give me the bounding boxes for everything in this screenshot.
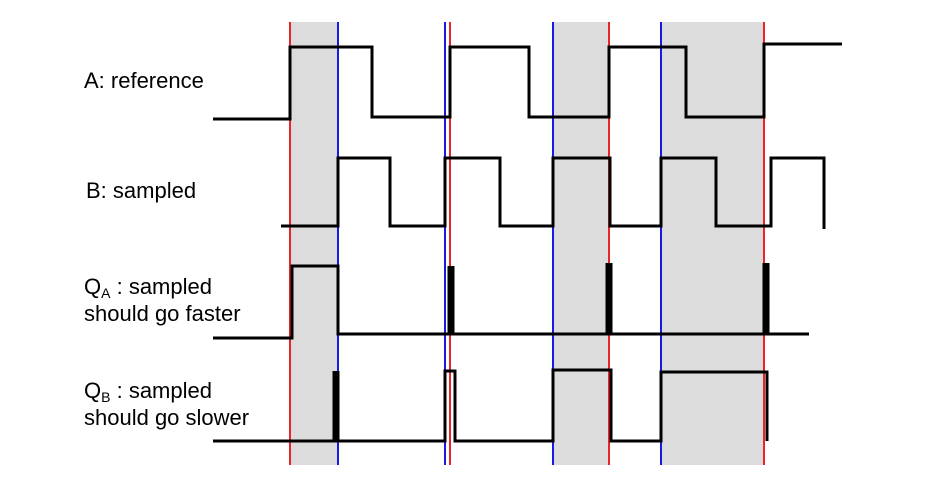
label-qb: QB : sampled <box>84 378 212 405</box>
waveform-a-reference <box>213 42 842 121</box>
label-qb-subscript: B <box>101 389 111 405</box>
label-a-reference: A: reference <box>84 68 204 93</box>
label-qb-main: Q <box>84 378 102 403</box>
label-qb-line2: should go slower <box>84 405 250 430</box>
phase-shading <box>290 22 764 465</box>
shade-region-2 <box>553 22 609 465</box>
label-qa-line2: should go faster <box>84 301 241 326</box>
label-qa-rest: : sampled <box>116 274 212 299</box>
waveform-b-sampled <box>281 156 826 229</box>
label-b-sampled: B: sampled <box>86 178 197 203</box>
label-qa: QA : sampled <box>84 274 212 301</box>
shade-region-3 <box>661 22 764 465</box>
waveforms <box>213 42 842 443</box>
label-qb-rest: : sampled <box>116 378 212 403</box>
shade-region-1 <box>290 22 338 465</box>
waveform-qa-faster <box>213 264 809 340</box>
label-qa-main: Q <box>84 274 102 299</box>
label-qa-subscript: A <box>101 285 111 301</box>
